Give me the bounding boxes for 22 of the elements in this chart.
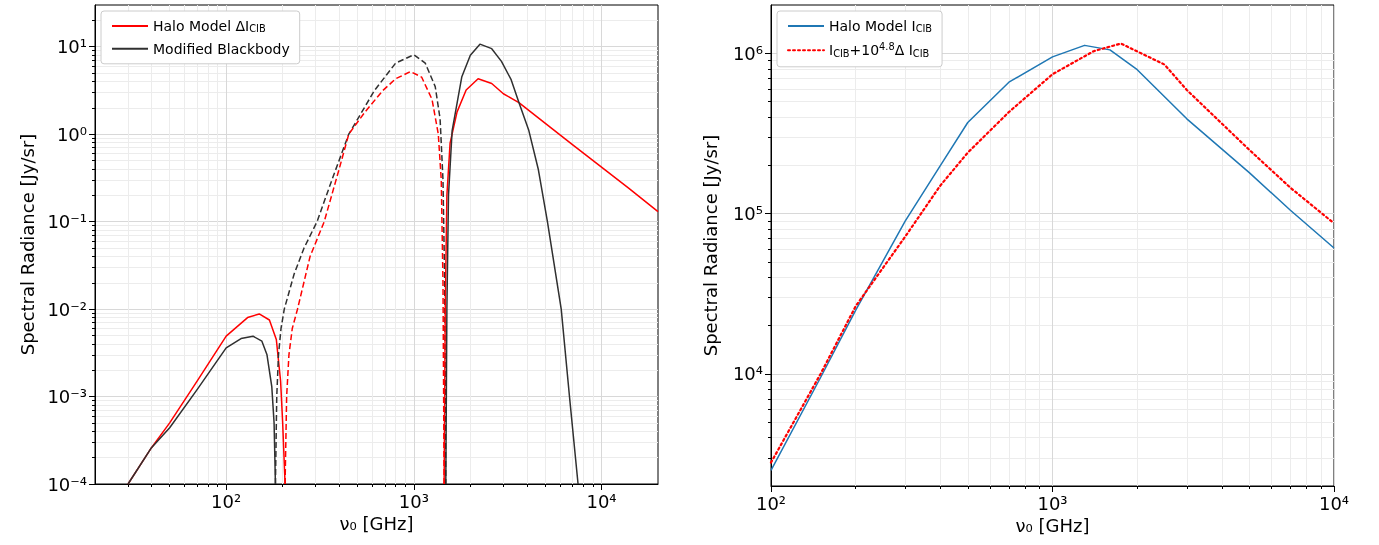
x-tick-label: 10⁴ [586, 490, 617, 512]
x-tick-label: 10³ [398, 490, 429, 512]
legend-label: Halo Model ΔICIB [153, 18, 266, 35]
x-tick-label: 10³ [1037, 492, 1068, 514]
y-tick-label: 10⁻⁴ [47, 473, 87, 495]
x-tick-label: 10⁴ [1318, 492, 1350, 514]
y-tick-label: 10⁻¹ [47, 211, 87, 233]
y-axis-title: Spectral Radiance [Jy/sr] [699, 134, 721, 357]
x-tick-label: 10² [755, 492, 787, 514]
x-axis-title: ν₀ [GHz] [1015, 515, 1090, 537]
y-tick-label: 10⁻² [47, 298, 87, 320]
x-tick-label: 10² [211, 490, 242, 512]
y-tick-label: 10⁵ [732, 203, 763, 225]
y-axis-title: Spectral Radiance [Jy/sr] [16, 133, 38, 356]
legend-label: Modified Blackbody [153, 40, 290, 57]
y-tick-label: 10⁶ [732, 42, 763, 64]
y-tick-label: 10⁻³ [47, 386, 87, 408]
x-axis-title: ν₀ [GHz] [339, 513, 414, 535]
y-tick-label: 10⁰ [56, 123, 87, 145]
legend-label: Halo Model ICIB [829, 18, 933, 35]
y-tick-label: 10⁴ [732, 363, 763, 385]
y-tick-label: 10¹ [56, 36, 87, 58]
